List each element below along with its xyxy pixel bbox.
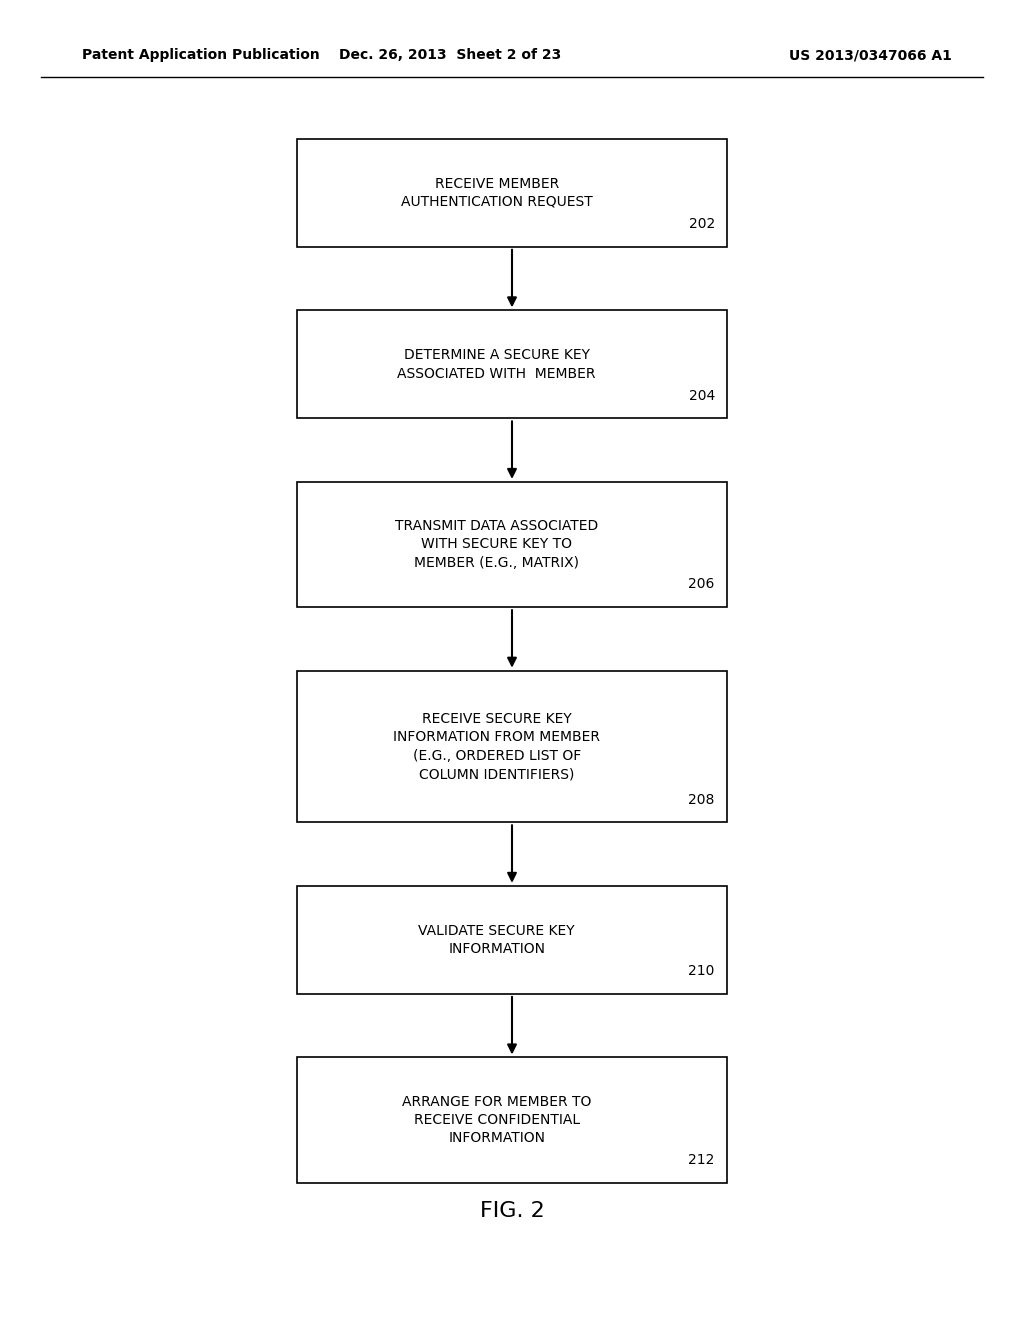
Text: DETERMINE A SECURE KEY
ASSOCIATED WITH  MEMBER: DETERMINE A SECURE KEY ASSOCIATED WITH M… [397,348,596,380]
Text: FIG. 2: FIG. 2 [479,1201,545,1221]
Text: 210: 210 [688,964,715,978]
Text: RECEIVE MEMBER
AUTHENTICATION REQUEST: RECEIVE MEMBER AUTHENTICATION REQUEST [400,177,593,209]
Text: Dec. 26, 2013  Sheet 2 of 23: Dec. 26, 2013 Sheet 2 of 23 [339,49,562,62]
Text: 202: 202 [688,216,715,231]
Text: 212: 212 [688,1152,715,1167]
Text: VALIDATE SECURE KEY
INFORMATION: VALIDATE SECURE KEY INFORMATION [419,924,574,956]
Text: US 2013/0347066 A1: US 2013/0347066 A1 [788,49,952,62]
FancyBboxPatch shape [297,1057,727,1183]
Text: TRANSMIT DATA ASSOCIATED
WITH SECURE KEY TO
MEMBER (E.G., MATRIX): TRANSMIT DATA ASSOCIATED WITH SECURE KEY… [395,519,598,570]
Text: 204: 204 [688,388,715,403]
Text: 206: 206 [688,577,715,591]
Text: ARRANGE FOR MEMBER TO
RECEIVE CONFIDENTIAL
INFORMATION: ARRANGE FOR MEMBER TO RECEIVE CONFIDENTI… [402,1094,591,1146]
FancyBboxPatch shape [297,482,727,607]
FancyBboxPatch shape [297,139,727,247]
FancyBboxPatch shape [297,886,727,994]
FancyBboxPatch shape [297,310,727,418]
FancyBboxPatch shape [297,671,727,822]
Text: Patent Application Publication: Patent Application Publication [82,49,319,62]
Text: 208: 208 [688,792,715,807]
Text: RECEIVE SECURE KEY
INFORMATION FROM MEMBER
(E.G., ORDERED LIST OF
COLUMN IDENTIF: RECEIVE SECURE KEY INFORMATION FROM MEMB… [393,711,600,781]
